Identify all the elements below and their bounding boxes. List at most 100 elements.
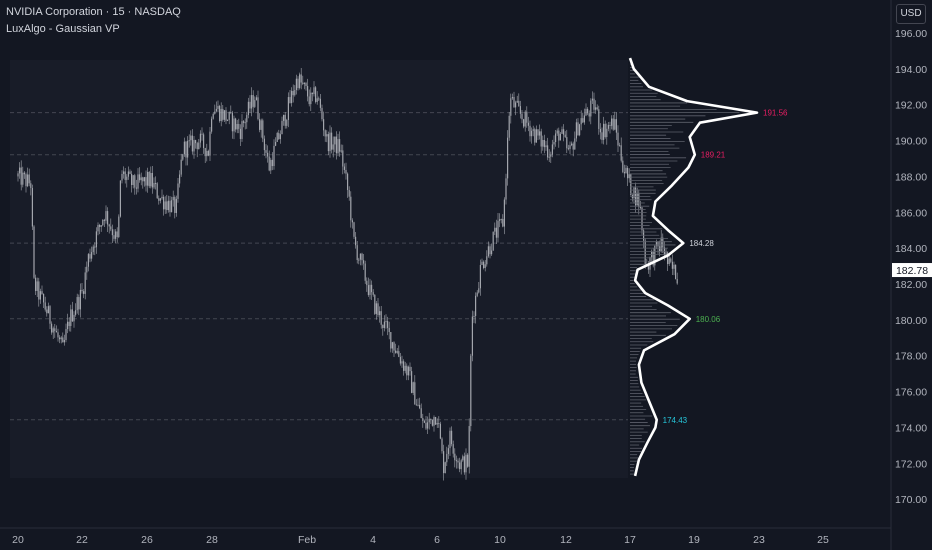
candle-body — [515, 102, 517, 108]
candle-body — [129, 171, 131, 174]
candle-body — [142, 177, 144, 182]
candle-body — [275, 141, 277, 146]
candle-body — [486, 256, 488, 265]
candle-body — [587, 108, 589, 114]
candle-body — [443, 451, 445, 474]
candle-body — [339, 139, 341, 152]
candle-body — [132, 175, 134, 185]
candle-body — [270, 159, 272, 171]
candle-body — [652, 251, 654, 266]
candle-body — [647, 265, 649, 270]
candle-body — [151, 172, 153, 188]
candle-body — [44, 302, 46, 310]
candle-body — [111, 229, 113, 236]
y-tick-label: 174.00 — [895, 422, 927, 434]
candle-body — [470, 355, 472, 427]
candle-body — [134, 175, 136, 188]
candle-body — [276, 132, 278, 142]
candle-body — [223, 110, 225, 120]
candle-body — [572, 143, 574, 150]
candle-body — [113, 235, 115, 239]
candle-body — [401, 361, 403, 364]
candle-body — [155, 183, 157, 185]
candle-body — [558, 130, 560, 141]
candle-body — [417, 404, 419, 406]
candle-body — [607, 125, 609, 129]
candle-body — [89, 254, 91, 259]
candle-body — [412, 382, 414, 393]
candle-body — [617, 132, 619, 146]
candle-body — [545, 145, 547, 148]
candle-body — [619, 145, 621, 147]
candle-body — [513, 96, 515, 108]
candle-body — [252, 95, 254, 107]
candle-body — [20, 167, 22, 185]
candle-body — [531, 130, 533, 137]
candle-body — [430, 418, 432, 420]
candle-body — [79, 289, 81, 310]
candle-body — [150, 172, 152, 187]
candle-body — [433, 417, 435, 426]
candle-body — [380, 311, 382, 325]
candle-body — [398, 351, 400, 357]
candle-body — [348, 190, 350, 197]
time-axis[interactable]: 20 22 26 28 Feb 4 6 10 12 17 19 23 25 — [12, 534, 829, 546]
x-tick-label: 4 — [370, 534, 376, 546]
candle-body — [585, 108, 587, 116]
candle-body — [334, 136, 336, 145]
symbol-title[interactable]: NVIDIA Corporation · 15 · NASDAQ — [6, 6, 181, 18]
candle-body — [287, 97, 289, 120]
candle-body — [17, 173, 19, 177]
candle-body — [505, 178, 507, 200]
candle-body — [278, 132, 280, 140]
candle-body — [86, 266, 88, 273]
y-tick-label: 194.00 — [895, 64, 927, 76]
candle-body — [169, 200, 171, 213]
candle-body — [123, 171, 125, 174]
candle-body — [507, 137, 509, 179]
candle-body — [407, 366, 409, 376]
candle-body — [593, 98, 595, 110]
candle-body — [579, 124, 581, 136]
candle-body — [235, 118, 237, 130]
candle-body — [580, 118, 582, 125]
candle-body — [468, 426, 470, 467]
indicator-name[interactable]: LuxAlgo - Gaussian VP — [6, 23, 120, 35]
candle-body — [473, 315, 475, 317]
candle-body — [540, 131, 542, 147]
candle-body — [476, 292, 478, 296]
candle-body — [65, 329, 67, 340]
candle-body — [340, 150, 342, 152]
candle-body — [161, 196, 163, 199]
y-tick-label: 178.00 — [895, 351, 927, 363]
y-tick-label: 196.00 — [895, 28, 927, 40]
candle-body — [323, 119, 325, 131]
candle-body — [159, 198, 161, 201]
candle-body — [172, 197, 174, 201]
price-axis[interactable]: 170.00 172.00 174.00 176.00 178.00 180.00 182.… — [895, 28, 927, 506]
candle-body — [668, 258, 670, 265]
candle-body — [303, 82, 305, 84]
candle-body — [209, 131, 211, 156]
candle-body — [206, 150, 208, 157]
candle-body — [494, 227, 496, 232]
candle-body — [367, 285, 369, 295]
candle-body — [423, 421, 425, 423]
candle-body — [449, 430, 451, 449]
currency-button[interactable]: USD — [896, 4, 926, 24]
candle-body — [147, 172, 149, 186]
x-tick-label: 17 — [624, 534, 636, 546]
candle-body — [187, 140, 189, 158]
candle-body — [27, 174, 29, 187]
candle-body — [657, 241, 659, 247]
candle-body — [225, 110, 227, 121]
candle-body — [603, 123, 605, 140]
candle-body — [273, 145, 275, 167]
candle-body — [566, 137, 568, 149]
candle-body — [263, 138, 265, 151]
candle-body — [220, 108, 222, 122]
candle-body — [633, 187, 635, 199]
candle-body — [91, 252, 93, 259]
y-tick-label: 182.00 — [895, 279, 927, 291]
